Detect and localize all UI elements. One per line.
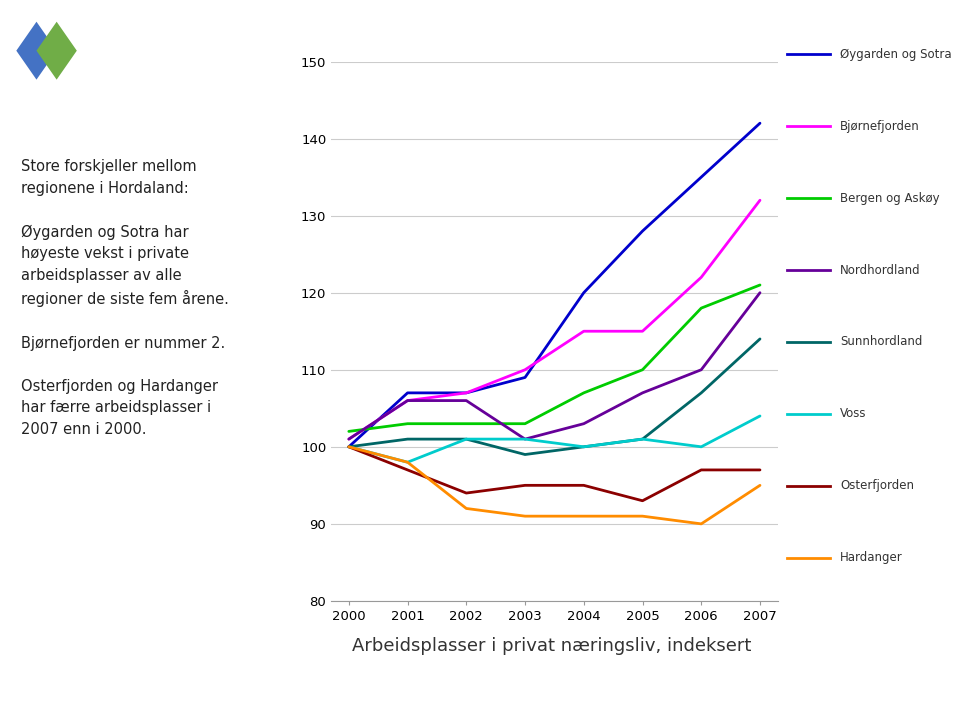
Text: 22.04.2009    Knut Vareide: 22.04.2009 Knut Vareide <box>14 700 163 710</box>
Polygon shape <box>36 22 77 80</box>
Polygon shape <box>16 22 57 80</box>
Text: Sunnhordland: Sunnhordland <box>840 335 923 348</box>
Text: Øygarden og Sotra: Øygarden og Sotra <box>840 48 951 61</box>
Text: Osterfjorden: Osterfjorden <box>840 479 914 492</box>
Text: Bergen og Askøy: Bergen og Askøy <box>840 192 940 205</box>
Text: Nordhordland: Nordhordland <box>840 264 921 277</box>
Text: Store forskjeller mellom
regionene i Hordaland:

Øygarden og Sotra har
høyeste v: Store forskjeller mellom regionene i Hor… <box>21 159 229 437</box>
Text: Hardanger: Hardanger <box>840 551 902 564</box>
Text: Bjørnefjorden: Bjørnefjorden <box>840 119 920 132</box>
Text: telemarksforsking.no    7: telemarksforsking.no 7 <box>806 700 946 710</box>
Text: Voss: Voss <box>840 408 867 421</box>
Text: Arbeidsplasser i privat næringsliv, indeksert: Arbeidsplasser i privat næringsliv, inde… <box>352 637 752 654</box>
